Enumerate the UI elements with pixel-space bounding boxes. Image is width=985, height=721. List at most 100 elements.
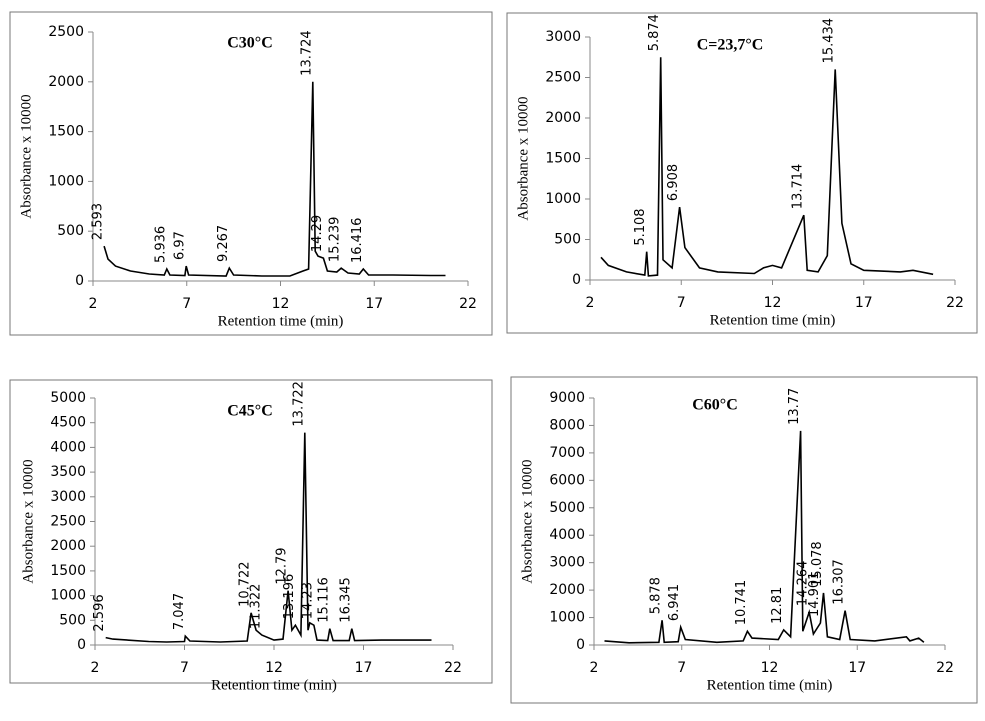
y-tick-label: 4500 <box>50 415 86 431</box>
peak-label: 13.196 <box>282 574 297 620</box>
y-tick-label: 3000 <box>545 29 581 45</box>
x-tick-label: 17 <box>365 296 383 312</box>
y-axis-title: Absorbance x 10000 <box>18 94 34 218</box>
y-tick-label: 4000 <box>50 439 86 455</box>
peak-label: 7.047 <box>172 593 187 630</box>
y-tick-label: 5000 <box>50 390 86 406</box>
x-axis-title: Retention time (min) <box>707 677 833 693</box>
y-tick-label: 1500 <box>545 151 581 167</box>
panel-border <box>9 379 493 684</box>
y-tick-label: 0 <box>77 637 86 653</box>
peak-label: 14.29 <box>310 215 325 252</box>
y-tick-label: 2000 <box>545 110 581 126</box>
peak-label: 11.322 <box>248 584 263 630</box>
peak-label: 14.264 <box>796 561 811 607</box>
x-tick-label: 12 <box>761 660 779 676</box>
y-axis-title: Absorbance x 10000 <box>20 459 36 583</box>
y-tick-label: 8000 <box>549 417 585 433</box>
x-axis-title: Retention time (min) <box>710 312 836 328</box>
panel-border <box>510 376 978 704</box>
peak-label: 13.724 <box>299 30 314 76</box>
y-tick-label: 1000 <box>545 191 581 207</box>
y-tick-label: 500 <box>59 612 86 628</box>
y-tick-label: 1000 <box>549 610 585 626</box>
panel-border <box>9 11 493 336</box>
y-tick-label: 2500 <box>50 514 86 530</box>
peak-label: 15.116 <box>316 577 331 623</box>
y-tick-label: 3000 <box>549 555 585 571</box>
x-tick-label: 2 <box>586 295 595 311</box>
y-tick-label: 500 <box>554 232 581 248</box>
y-tick-label: 2500 <box>545 70 581 86</box>
y-tick-label: 6000 <box>549 472 585 488</box>
x-tick-label: 22 <box>444 660 462 676</box>
peak-label: 13.77 <box>787 388 802 425</box>
trace <box>604 430 925 644</box>
y-tick-label: 500 <box>57 223 84 239</box>
x-tick-label: 22 <box>936 660 954 676</box>
y-tick-label: 3000 <box>50 489 86 505</box>
x-tick-label: 12 <box>265 660 283 676</box>
trace <box>103 81 446 277</box>
peak-label: 13.722 <box>291 381 306 427</box>
y-tick-label: 4000 <box>549 527 585 543</box>
peak-label: 10.722 <box>238 561 253 607</box>
peak-label: 9.267 <box>216 225 231 262</box>
y-tick-label: 3500 <box>50 464 86 480</box>
y-tick-label: 1500 <box>50 563 86 579</box>
peak-label: 13.714 <box>790 164 805 210</box>
peak-label: 10.741 <box>734 580 749 626</box>
x-tick-label: 17 <box>355 660 373 676</box>
y-tick-label: 0 <box>572 272 581 288</box>
x-axis-title: Retention time (min) <box>211 677 337 693</box>
trace <box>105 432 432 643</box>
x-tick-label: 2 <box>590 660 599 676</box>
y-tick-label: 0 <box>576 637 585 653</box>
peak-label: 12.79 <box>275 547 290 584</box>
trace <box>600 57 934 277</box>
y-tick-label: 2000 <box>50 538 86 554</box>
y-tick-label: 2000 <box>549 582 585 598</box>
x-tick-label: 2 <box>89 296 98 312</box>
x-tick-label: 2 <box>91 660 100 676</box>
chart-title: C30°C <box>227 35 273 52</box>
chart-title: C45°C <box>227 403 273 420</box>
peak-label: 6.97 <box>173 231 188 260</box>
peak-label: 14.23 <box>300 582 315 619</box>
x-tick-label: 22 <box>946 295 964 311</box>
panel-border <box>506 12 978 334</box>
y-tick-label: 1500 <box>48 124 84 140</box>
peak-label: 2.596 <box>92 594 107 631</box>
chart-title: C=23,7°C <box>697 37 764 54</box>
peak-label: 12.81 <box>770 587 785 624</box>
peak-label: 6.941 <box>667 584 682 621</box>
peak-label: 5.878 <box>649 577 664 614</box>
y-tick-label: 2000 <box>48 74 84 90</box>
x-tick-label: 17 <box>855 295 873 311</box>
y-tick-label: 0 <box>75 273 84 289</box>
y-axis-title: Absorbance x 10000 <box>519 459 535 583</box>
peak-label: 5.874 <box>647 14 662 51</box>
y-tick-label: 5000 <box>549 500 585 516</box>
y-tick-label: 1000 <box>48 173 84 189</box>
x-tick-label: 7 <box>180 660 189 676</box>
y-tick-label: 1000 <box>50 588 86 604</box>
y-axis-title: Absorbance x 10000 <box>515 96 531 220</box>
x-tick-label: 22 <box>459 296 477 312</box>
peak-label: 16.416 <box>350 218 365 264</box>
peak-label: 15.078 <box>810 541 825 587</box>
x-tick-label: 7 <box>677 295 686 311</box>
x-tick-label: 12 <box>272 296 290 312</box>
peak-label: 5.936 <box>153 226 168 263</box>
y-tick-label: 2500 <box>48 24 84 40</box>
x-tick-label: 7 <box>677 660 686 676</box>
x-tick-label: 12 <box>764 295 782 311</box>
peak-label: 15.239 <box>328 217 343 263</box>
peak-label: 6.908 <box>666 164 681 201</box>
peak-label: 16.307 <box>832 559 847 605</box>
y-tick-label: 7000 <box>549 445 585 461</box>
x-tick-label: 17 <box>848 660 866 676</box>
x-tick-label: 7 <box>182 296 191 312</box>
chart-title: C60°C <box>692 397 738 414</box>
